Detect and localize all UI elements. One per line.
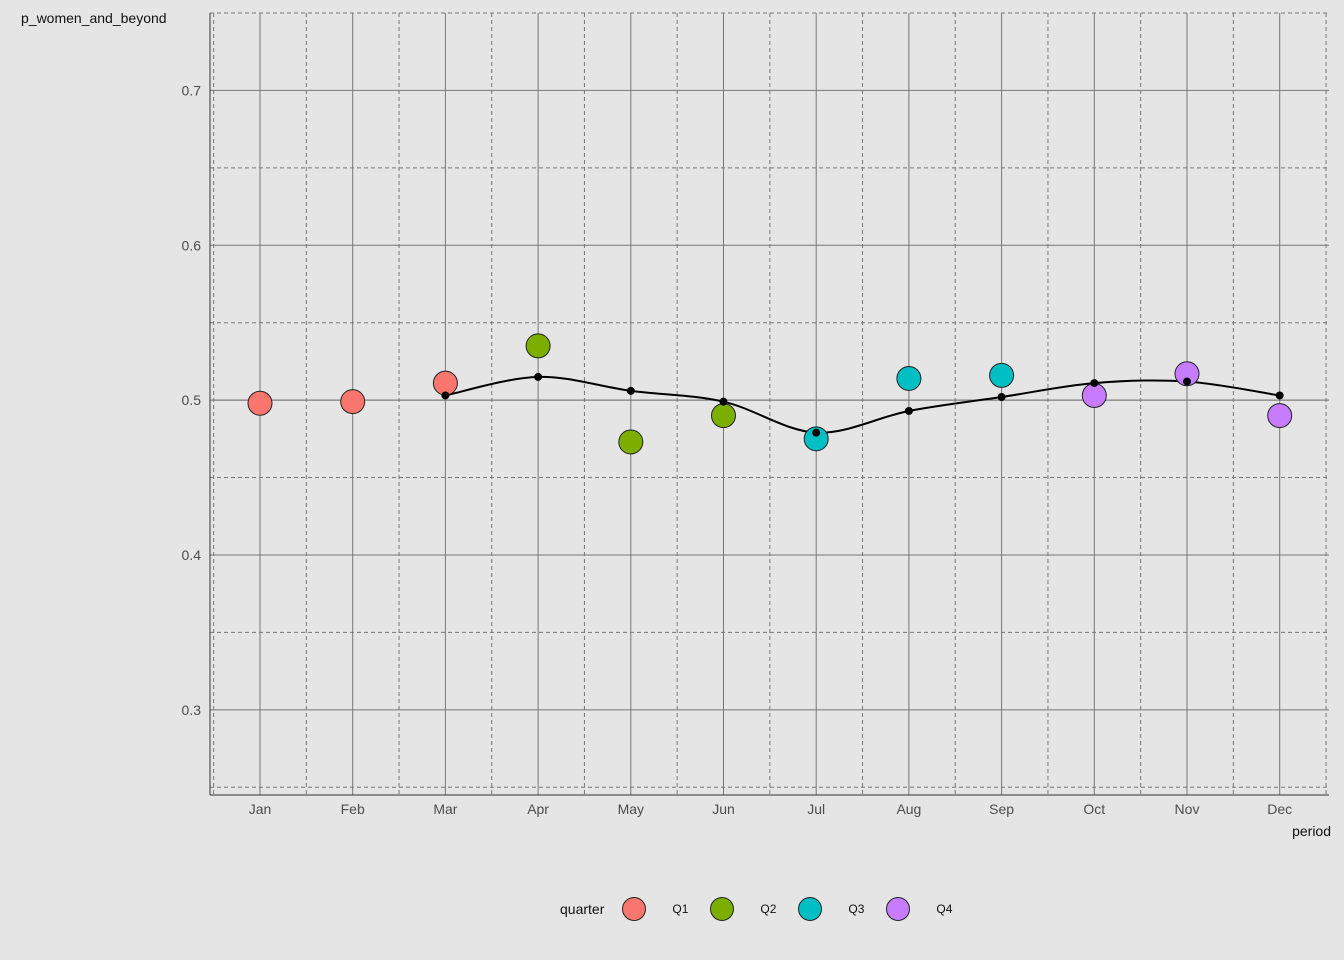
legend-label-q2: Q2 xyxy=(760,902,777,916)
trend-point xyxy=(1090,379,1099,388)
trend-line-group xyxy=(445,375,1280,434)
legend-item-q3: Q3 xyxy=(798,897,864,921)
trend-point xyxy=(904,406,913,415)
y-axis-label: p_women_and_beyond xyxy=(21,10,167,26)
legend-item-q2: Q2 xyxy=(710,897,776,921)
data-points xyxy=(247,333,1293,455)
legend-key-q4 xyxy=(886,897,911,921)
data-point-q3 xyxy=(989,362,1015,388)
legend-key-q3 xyxy=(798,897,823,921)
trend-point xyxy=(1183,377,1191,386)
x-tick-label: Feb xyxy=(341,801,365,817)
legend-key-q1 xyxy=(622,897,647,921)
x-tick-label: Dec xyxy=(1267,801,1292,817)
x-tick-label: Aug xyxy=(896,801,921,817)
data-point-q1 xyxy=(340,389,366,415)
x-tick-label: May xyxy=(618,801,644,817)
data-point-q4 xyxy=(1267,403,1293,429)
legend: quarter Q1 Q2 Q3 Q4 xyxy=(560,896,974,922)
x-tick-label: Jun xyxy=(712,801,735,817)
trend-point xyxy=(719,397,728,406)
trend-point xyxy=(812,428,821,437)
x-tick-label: Mar xyxy=(433,801,457,817)
grid xyxy=(210,12,1329,795)
y-tick-label: 0.6 xyxy=(182,237,202,253)
x-axis-label: period xyxy=(1292,823,1331,839)
legend-item-q4: Q4 xyxy=(886,897,952,921)
legend-label-q1: Q1 xyxy=(672,902,689,916)
data-point-q2 xyxy=(618,429,644,455)
trend-line xyxy=(445,375,1280,434)
x-tick-label: Apr xyxy=(527,801,549,817)
data-point-q1 xyxy=(247,390,273,416)
x-tick-label: Oct xyxy=(1083,801,1105,817)
legend-key-q2 xyxy=(710,897,735,921)
trend-point xyxy=(441,391,450,400)
trend-points xyxy=(441,372,1284,437)
trend-point xyxy=(534,372,543,381)
trend-point xyxy=(997,393,1006,402)
legend-item-q1: Q1 xyxy=(622,897,688,921)
y-tick-label: 0.5 xyxy=(182,392,202,408)
data-point-q2 xyxy=(711,403,736,429)
data-point-q3 xyxy=(803,426,829,452)
legend-label-q4: Q4 xyxy=(936,902,953,916)
x-tick-label: Jul xyxy=(807,801,825,817)
data-point-q4 xyxy=(1174,361,1200,387)
axes: 0.3 0.4 0.5 0.6 0.7 Jan Feb Mar Apr May Jun Jul Aug S… xyxy=(182,13,1329,817)
legend-label-q3: Q3 xyxy=(848,902,865,916)
x-tick-label: Nov xyxy=(1175,801,1200,817)
trend-point xyxy=(1275,391,1284,400)
x-tick-label: Sep xyxy=(989,801,1014,817)
trend-point xyxy=(626,386,635,395)
y-tick-label: 0.3 xyxy=(182,702,202,718)
y-tick-label: 0.4 xyxy=(182,547,202,563)
legend-title: quarter xyxy=(560,901,605,917)
x-tick-label: Jan xyxy=(249,801,272,817)
y-tick-label: 0.7 xyxy=(182,82,202,98)
data-point-q3 xyxy=(896,365,922,391)
data-point-q2 xyxy=(525,333,551,359)
